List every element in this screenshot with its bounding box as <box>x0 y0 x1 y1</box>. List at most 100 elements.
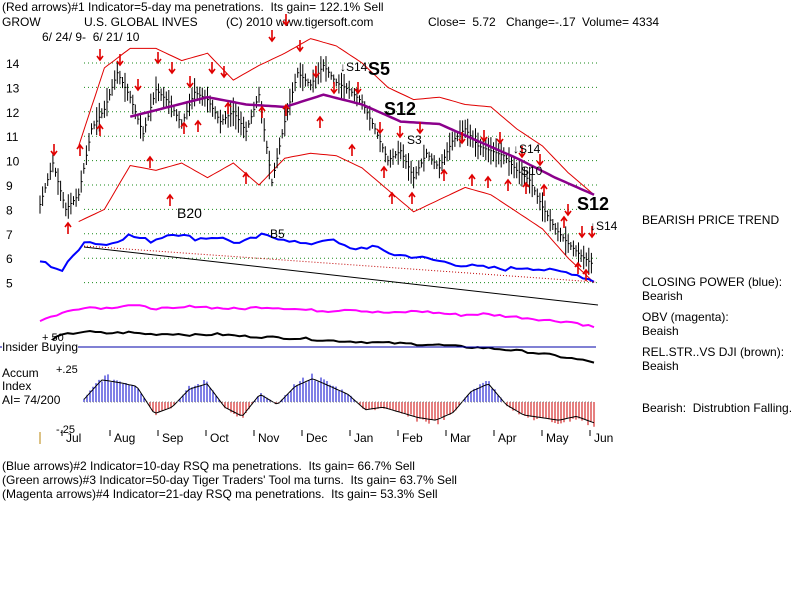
buy-arrow <box>574 261 582 274</box>
y-tick-label: 12 <box>6 106 20 120</box>
lower-band <box>78 152 595 283</box>
date-range: 6/ 24/ 9- 6/ 21/ 10 <box>42 30 140 44</box>
month-label: Jan <box>354 431 373 445</box>
signal-b20: B20 <box>177 205 202 221</box>
month-label: Jul <box>66 431 81 445</box>
accum-title: Accum <box>2 366 39 380</box>
signal-s12-mid: S12 <box>384 99 417 119</box>
buy-arrow <box>380 165 388 178</box>
price-bars <box>39 56 593 275</box>
y-tick-label: 14 <box>6 57 20 71</box>
month-axis: Jul Aug Sep Oct Nov Dec Jan Feb Mar Apr May Jun <box>39 430 613 445</box>
buy-arrow <box>408 191 416 204</box>
y-tick-label: 9 <box>6 179 13 193</box>
y-tick-label: 13 <box>6 81 20 95</box>
s14-2-text: S14 <box>519 142 541 156</box>
ma50-line <box>129 93 595 196</box>
signal-b5: B5 <box>270 227 285 241</box>
signal-s10: S10 <box>521 164 543 178</box>
month-label: Nov <box>258 431 279 445</box>
change-value: Change=-.17 <box>506 15 576 29</box>
accum-value: Bearish: Distrubtion Falling. <box>642 401 793 415</box>
sell-arrow <box>480 130 488 143</box>
sell-arrow <box>330 82 338 95</box>
accum-histogram <box>83 373 595 427</box>
month-label: Dec <box>306 431 327 445</box>
sell-arrow <box>50 144 58 157</box>
month-label: Feb <box>402 431 423 445</box>
sell-arrow <box>396 126 404 139</box>
month-label: Apr <box>498 431 517 445</box>
sell-arrow <box>186 76 194 89</box>
moving-average <box>129 93 595 196</box>
signal-s14-2: ↓S14 <box>513 142 541 156</box>
closing-power-line <box>39 232 595 283</box>
month-label: Mar <box>450 431 471 445</box>
sell-arrow <box>496 132 504 145</box>
price-ticks <box>39 56 593 275</box>
s14-1-text: S14 <box>346 60 368 74</box>
buy-arrow <box>468 173 476 186</box>
buy-arrow <box>504 178 512 191</box>
close-value: Close= 5.72 <box>428 15 496 29</box>
sell-arrow <box>282 14 290 27</box>
month-label: Jun <box>594 431 613 445</box>
symbol: GROW <box>2 15 41 29</box>
buy-arrow <box>282 103 290 116</box>
sell-arrow <box>578 226 586 239</box>
buy-arrow <box>522 181 530 194</box>
signal-s14-1: ↓S14 <box>340 60 368 74</box>
sell-arrow <box>116 54 124 67</box>
company-name: U.S. GLOBAL INVES <box>84 15 198 29</box>
signal-s5: S5 <box>368 59 391 79</box>
sell-arrow <box>416 122 424 135</box>
buy-arrow <box>242 171 250 184</box>
sell-arrow <box>134 79 142 92</box>
buy-arrow <box>582 268 590 281</box>
indicator-lines <box>39 232 599 364</box>
signal-s12-right: S12 <box>577 194 610 214</box>
indicator-3-line: (Green arrows)#3 Indicator=50-day Tiger … <box>2 473 457 487</box>
month-label: May <box>546 431 569 445</box>
buy-arrow <box>194 119 202 132</box>
y-tick-label: 7 <box>6 228 13 242</box>
buy-arrow <box>484 175 492 188</box>
sell-arrow <box>312 66 320 79</box>
buy-arrow <box>388 191 396 204</box>
rs-label: REL.STR..VS DJI (brown): <box>642 345 785 359</box>
rel-strength-line <box>39 329 595 364</box>
signal-s14-3: ↓S14 <box>590 219 618 233</box>
buy-arrow <box>180 121 188 134</box>
sell-arrow <box>96 49 104 62</box>
buy-arrow <box>316 115 324 128</box>
sell-arrow <box>220 66 228 79</box>
y-tick-label: 6 <box>6 252 13 266</box>
minus25-label: -.25 <box>56 424 75 436</box>
y-tick-label: 10 <box>6 155 20 169</box>
buy-arrow <box>224 101 232 114</box>
plus50-label: + 50 <box>42 332 64 344</box>
cp-label: CLOSING POWER (blue): <box>642 275 783 289</box>
price-gridlines <box>84 62 598 284</box>
indicator-2-line: (Blue arrows)#2 Indicator=10-day RSQ ma … <box>2 459 415 473</box>
sell-arrow <box>268 30 276 43</box>
indicator-1-line: (Red arrows)#1 Indicator=5-day ma penetr… <box>2 0 384 14</box>
sell-arrow <box>296 40 304 53</box>
buy-arrow <box>64 221 72 234</box>
upper-band <box>78 38 595 196</box>
sell-arrow <box>588 226 596 239</box>
sell-arrow <box>168 62 176 75</box>
copyright: (C) 2010 www.tigersoft.com <box>226 15 374 29</box>
cp-ma-dotted <box>83 245 597 283</box>
sell-arrow <box>518 146 526 159</box>
obv-line <box>39 304 595 329</box>
signal-s3: S3 <box>407 133 422 147</box>
sell-arrow <box>208 62 216 75</box>
cp-trendline <box>83 246 599 306</box>
bollinger-bands <box>78 38 595 283</box>
trend-label: BEARISH PRICE TREND <box>642 213 780 227</box>
sell-arrow <box>458 132 466 145</box>
buy-arrow <box>146 155 154 168</box>
obv-label: OBV (magenta): <box>642 310 729 324</box>
sell-arrow <box>564 204 572 217</box>
